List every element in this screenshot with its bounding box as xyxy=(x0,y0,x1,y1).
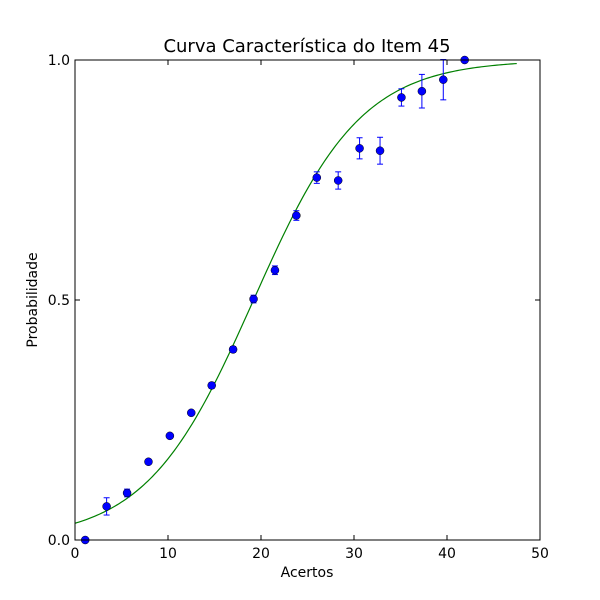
x-tick-label: 30 xyxy=(345,546,363,562)
y-tick-label: 0.0 xyxy=(48,533,70,549)
data-point xyxy=(122,488,132,498)
data-point xyxy=(144,457,153,467)
data-point xyxy=(228,345,238,354)
y-tick-label: 0.5 xyxy=(48,293,70,309)
x-tick-label: 50 xyxy=(531,546,549,562)
x-tick-label: 40 xyxy=(438,546,456,562)
data-point xyxy=(375,146,385,155)
data-point xyxy=(165,431,175,441)
data-point xyxy=(292,211,301,220)
data-point xyxy=(333,176,343,185)
data-point xyxy=(187,408,196,418)
data-point xyxy=(397,93,406,102)
x-tick-label: 20 xyxy=(252,546,270,562)
data-point xyxy=(270,265,280,275)
data-point xyxy=(207,381,216,390)
x-tick-label: 0 xyxy=(71,546,80,562)
data-point xyxy=(249,294,258,304)
axes-frame xyxy=(74,59,541,541)
x-axis-label: Acertos xyxy=(281,565,334,581)
plot-area: 0 10 20 30 40 50 0.0 0.5 1.0 xyxy=(48,53,549,562)
data-point xyxy=(312,173,322,182)
chart-title: Curva Característica do Item 45 xyxy=(163,36,450,57)
data-point xyxy=(439,75,448,84)
x-tick-label: 10 xyxy=(159,546,177,562)
data-point xyxy=(102,502,111,511)
data-point xyxy=(417,86,427,96)
fitted-curve xyxy=(75,62,517,524)
y-axis-label: Probabilidade xyxy=(25,252,41,347)
data-point xyxy=(355,144,364,153)
y-tick-label: 1.0 xyxy=(48,53,70,69)
